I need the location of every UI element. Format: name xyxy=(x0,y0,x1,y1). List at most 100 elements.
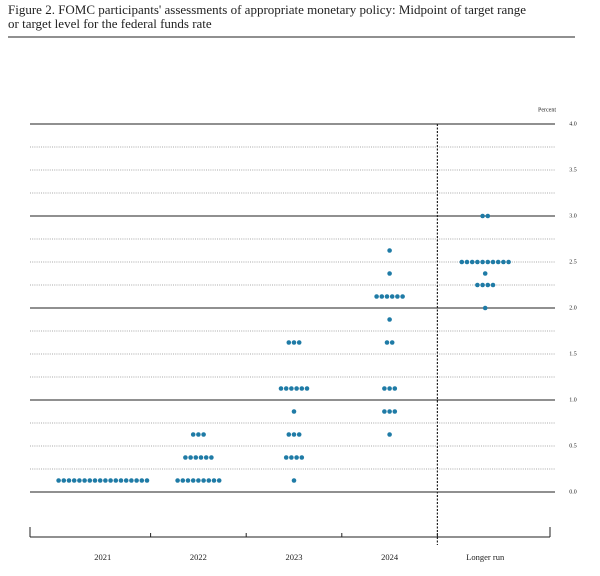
y-tick-label: 4.0 xyxy=(569,121,577,127)
dot xyxy=(180,478,186,483)
dot xyxy=(382,386,387,391)
dot xyxy=(482,305,488,311)
dot xyxy=(211,478,217,483)
dot xyxy=(61,478,67,483)
dot xyxy=(299,455,305,460)
dot xyxy=(118,478,124,483)
dot xyxy=(190,478,196,483)
x-tick-label: 2024 xyxy=(381,552,399,562)
dot xyxy=(113,478,119,483)
dot xyxy=(144,478,150,483)
dot xyxy=(389,294,395,299)
chart-title: or target level for the federal funds ra… xyxy=(8,16,212,31)
dot xyxy=(304,386,310,391)
dot xyxy=(108,478,113,483)
dot xyxy=(209,455,214,460)
dot xyxy=(139,478,145,483)
dot xyxy=(501,259,506,265)
dot xyxy=(382,409,387,414)
dot xyxy=(459,259,465,265)
dot xyxy=(291,409,297,414)
dot xyxy=(193,455,199,460)
dot xyxy=(480,282,485,288)
dot xyxy=(387,317,392,322)
dot xyxy=(291,340,297,345)
chart-title: Figure 2. FOMC participants' assessments… xyxy=(8,2,526,17)
dot xyxy=(387,248,392,253)
dot xyxy=(296,432,302,437)
dot xyxy=(485,259,491,265)
dot xyxy=(66,478,72,483)
dot xyxy=(469,259,475,265)
dot xyxy=(286,432,292,437)
dot xyxy=(389,340,395,345)
dot xyxy=(123,478,129,483)
dot xyxy=(480,259,485,265)
dot xyxy=(82,478,87,483)
dot xyxy=(206,478,212,483)
dot xyxy=(490,282,496,288)
dot xyxy=(216,478,222,483)
dot xyxy=(92,478,98,483)
dot xyxy=(203,455,209,460)
dot xyxy=(392,409,398,414)
dot xyxy=(296,340,302,345)
dot xyxy=(183,455,188,460)
x-tick-label: 2021 xyxy=(94,552,111,562)
dot xyxy=(188,455,193,460)
dot xyxy=(384,340,390,345)
dot xyxy=(56,478,61,483)
dot xyxy=(475,259,480,265)
dot xyxy=(196,478,201,483)
dot xyxy=(198,455,204,460)
dot xyxy=(475,282,480,288)
dot xyxy=(291,478,297,483)
dot xyxy=(490,259,496,265)
dot xyxy=(374,294,379,299)
dot xyxy=(387,409,392,414)
dot xyxy=(506,259,511,265)
y-tick-label: 3.5 xyxy=(569,167,577,173)
dot xyxy=(201,478,206,483)
dot xyxy=(283,386,289,391)
y-tick-label: 0.5 xyxy=(569,443,577,449)
x-tick-label: Longer run xyxy=(466,552,505,562)
dot xyxy=(196,432,201,437)
dot xyxy=(289,386,294,391)
dot xyxy=(480,213,485,219)
dot xyxy=(387,271,392,276)
y-tick-label: 1.0 xyxy=(569,397,577,403)
y-axis-label: Percent xyxy=(538,107,556,113)
dot xyxy=(400,294,405,299)
x-tick-label: 2022 xyxy=(190,552,207,562)
dot xyxy=(495,259,501,265)
dot xyxy=(387,432,392,437)
y-tick-label: 0.0 xyxy=(569,489,577,495)
dot xyxy=(485,213,491,219)
dot xyxy=(387,386,392,391)
dot xyxy=(464,259,470,265)
dot xyxy=(392,386,398,391)
dot xyxy=(286,340,292,345)
dot xyxy=(71,478,77,483)
y-tick-label: 3.0 xyxy=(569,213,577,219)
dot xyxy=(283,455,289,460)
dot xyxy=(97,478,103,483)
dot xyxy=(87,478,93,483)
y-tick-label: 2.0 xyxy=(569,305,577,311)
dot xyxy=(129,478,134,483)
dot xyxy=(77,478,82,483)
dot xyxy=(103,478,108,483)
dot xyxy=(289,455,294,460)
dot xyxy=(294,386,299,391)
dot xyxy=(395,294,400,299)
y-tick-label: 2.5 xyxy=(569,259,577,265)
dot xyxy=(291,432,297,437)
dot xyxy=(485,282,491,288)
dot xyxy=(482,271,488,276)
dot xyxy=(134,478,139,483)
y-tick-label: 1.5 xyxy=(569,351,577,357)
dot xyxy=(384,294,390,299)
dot xyxy=(278,386,284,391)
